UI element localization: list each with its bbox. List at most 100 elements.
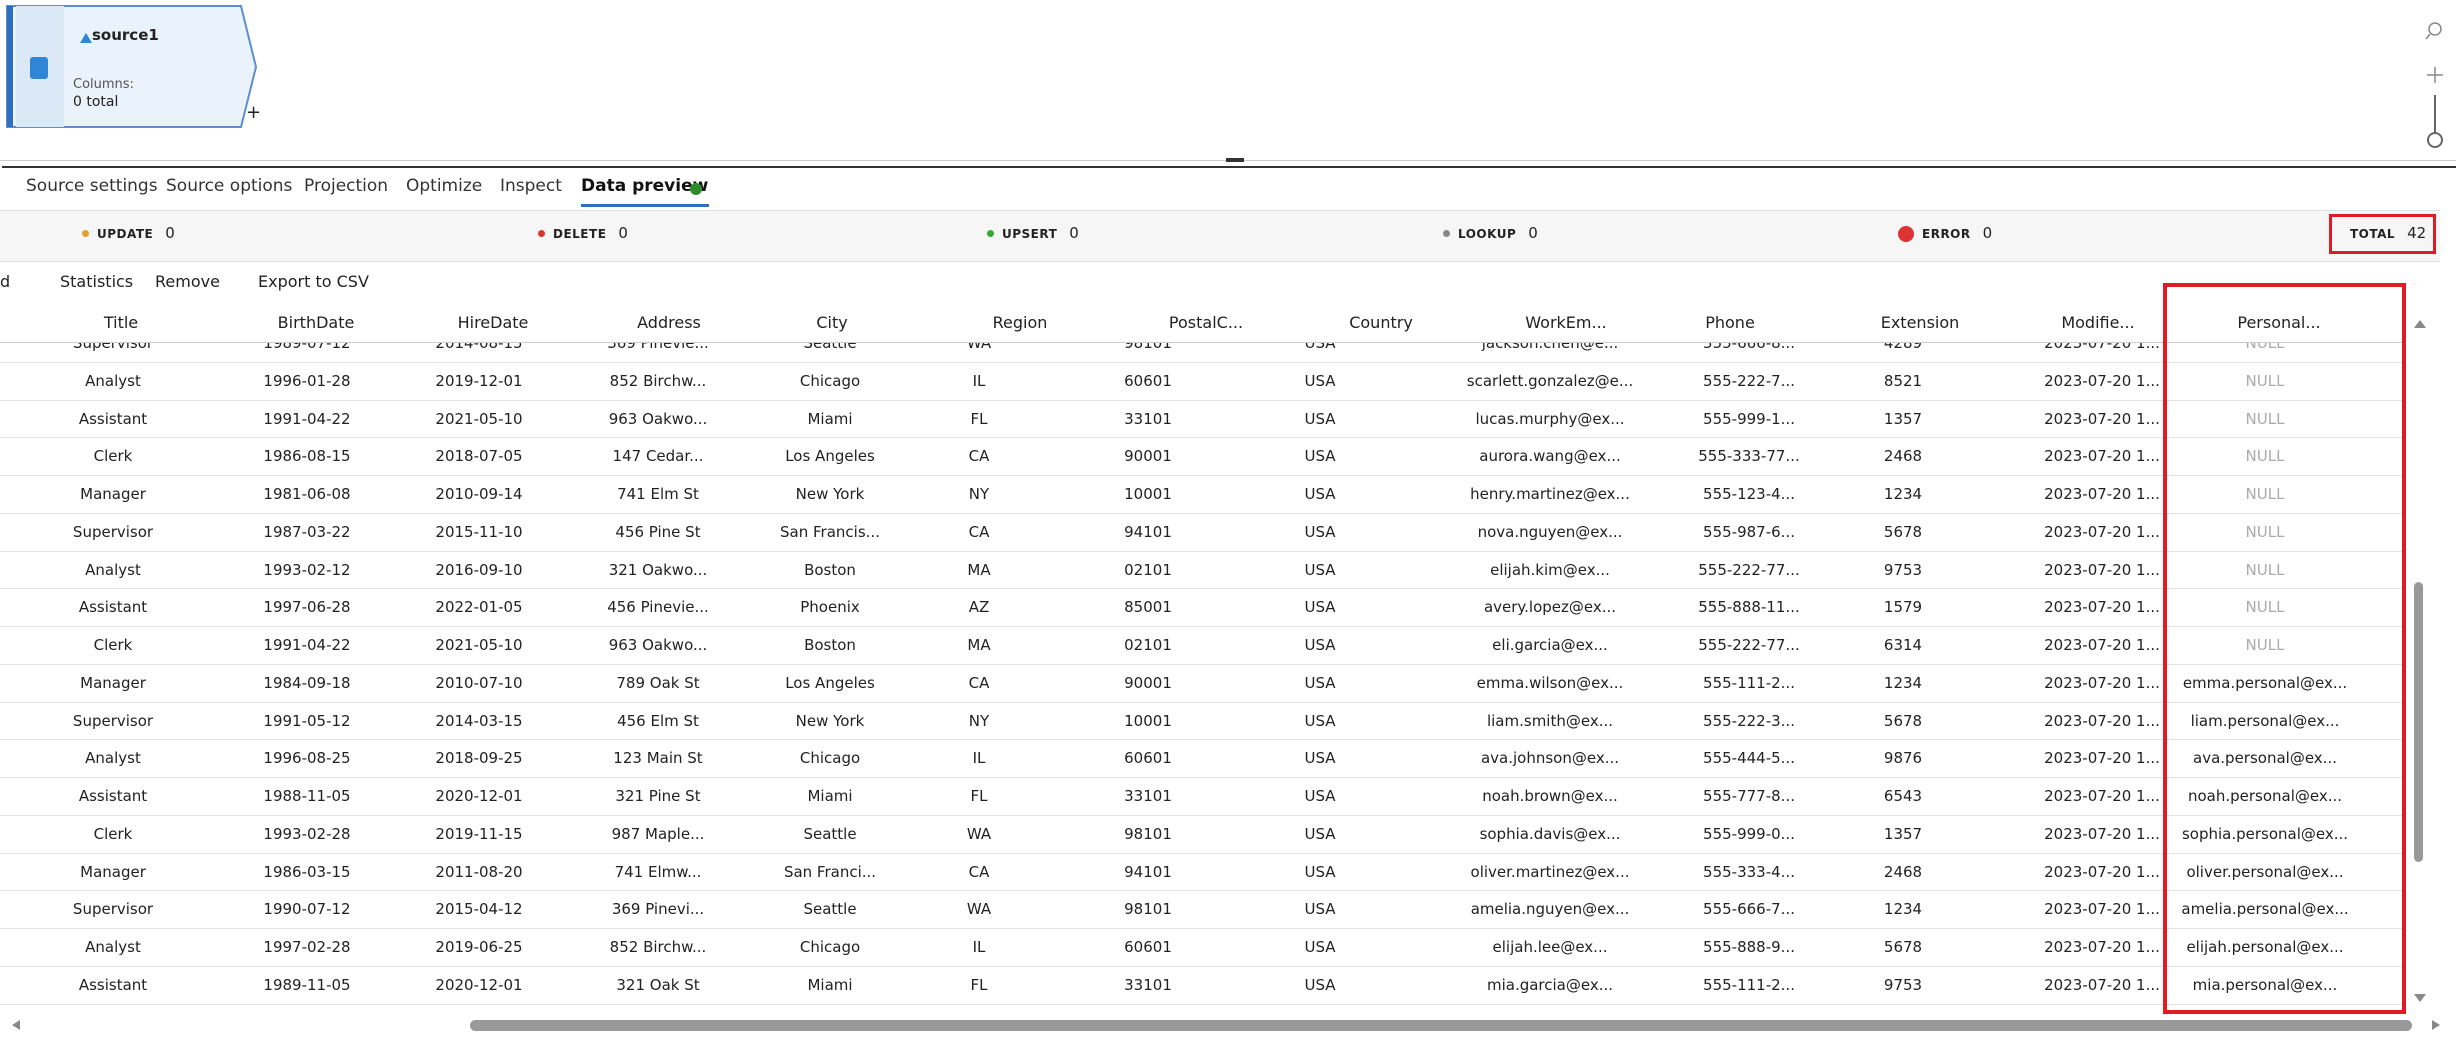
cell: 2023-07-20 1... [2044,371,2160,390]
tab[interactable]: Projection [304,176,389,196]
cell: emma.wilson@ex... [1476,673,1624,692]
column-header[interactable]: Extension [1880,313,1960,332]
stat: ERROR 0 [1898,224,1992,242]
cell: oliver.personal@ex... [2186,862,2344,881]
column-header[interactable]: WorkEm... [1525,313,1607,332]
cell: NULL [2245,447,2285,466]
cell: Miami [807,975,853,994]
cell: USA [1304,447,1336,466]
cell: elijah.lee@ex... [1492,938,1608,956]
cell: 852 Birchw... [609,938,707,956]
stat-value: 0 [165,224,175,242]
cell: 555-333-77... [1698,447,1800,466]
cell: CA [968,522,990,541]
cell: 02101 [1124,636,1172,654]
cell: 2019-06-25 [435,938,523,956]
node-columns-label: Columns: [73,77,134,92]
column-header[interactable]: PostalC... [1168,313,1244,332]
cell: 2023-07-20 1... [2044,749,2160,768]
cell: 5678 [1883,522,1923,541]
column-header[interactable]: Phone [1705,313,1755,332]
column-header[interactable]: Address [637,313,701,332]
cell: amelia.personal@ex... [2181,900,2349,919]
column-header[interactable]: HireDate [457,313,529,332]
cell: NULL [2245,636,2285,654]
row-divider [0,626,2405,627]
source-node[interactable] [6,5,258,129]
cell: NULL [2245,409,2285,428]
cell: 456 Elm St [617,711,699,730]
tab[interactable]: Inspect [500,176,562,196]
scroll-arrows[interactable] [0,1012,2456,1042]
zoom-controls[interactable] [2420,15,2450,160]
cell: ava.johnson@ex... [1480,749,1620,768]
cell: Manager [80,862,146,881]
column-header[interactable]: Personal... [2237,313,2321,332]
toolbar-button[interactable]: Statistics [60,272,134,291]
splitter[interactable] [1226,158,1244,162]
stat-label: UPDATE [97,227,154,241]
cell: 2010-09-14 [435,485,523,503]
cell: 2468 [1883,447,1923,466]
column-header[interactable]: BirthDate [277,313,355,332]
cell: USA [1304,711,1336,730]
row-divider [0,739,2405,741]
column-header[interactable]: City [816,313,848,332]
cell: 1996-01-28 [263,371,351,390]
highlight-total [2329,214,2436,254]
tab[interactable]: Source options [166,176,293,196]
cell: 2021-05-10 [435,636,523,654]
cell: 321 Oakwo... [608,560,708,579]
cell: 2014-08-15 [435,343,523,352]
stat-icon [82,230,89,237]
cell: 60601 [1124,749,1172,768]
cell: Seattle [803,824,857,843]
vertical-scroll-thumb[interactable] [2414,582,2423,862]
cell: Analyst [85,371,141,390]
cell: USA [1304,749,1336,768]
column-header[interactable]: Title [103,313,139,332]
cell: IL [972,371,986,390]
cell: mia.personal@ex... [2192,975,2338,994]
cell: 2019-12-01 [435,371,523,390]
cell: 94101 [1124,522,1172,541]
cell: liam.smith@ex... [1486,711,1614,730]
cell: 321 Oak St [616,975,700,994]
tab[interactable]: Optimize [406,176,483,196]
cell: 555-222-77... [1698,560,1800,579]
horizontal-scroll-thumb[interactable] [470,1020,2412,1031]
cell: IL [972,749,986,768]
vertical-arrows[interactable] [2410,310,2430,1010]
cell: 1988-11-05 [263,787,351,805]
stat-value: 42 [2407,224,2427,242]
cell: 1986-08-15 [263,447,351,466]
cell: 555-888-9... [1703,938,1795,956]
cell: 2018-09-25 [435,749,523,768]
cell: Clerk [93,447,133,466]
cell: 2468 [1883,862,1923,881]
status-dot [690,183,702,195]
add-button[interactable]: + [246,102,262,123]
cell: 2023-07-20 1... [2044,824,2160,843]
cell: 6314 [1883,636,1923,654]
cell: 6543 [1883,787,1923,805]
column-header[interactable]: Region [992,313,1048,332]
stat: UPSERT 0 [987,224,1079,242]
cell: 369 Pinevi... [611,900,705,919]
column-header[interactable]: Country [1349,313,1413,332]
row-divider [0,663,2405,665]
toolbar-button[interactable]: d [0,272,11,291]
column-header[interactable]: Modifie... [2061,313,2135,332]
cell: USA [1304,343,1336,352]
toolbar-button[interactable]: Remove [155,272,220,291]
cell: 2023-07-20 1... [2044,862,2160,881]
toolbar-button[interactable]: Export to CSV [258,272,369,291]
tab[interactable]: Data preview [581,176,709,196]
tab[interactable]: Source settings [26,176,158,196]
cell: sophia.personal@ex... [2181,824,2349,843]
cell: 98101 [1124,900,1172,919]
row-divider [0,814,2405,816]
cell: AZ [968,598,990,617]
cell: CA [968,447,990,466]
node-name: source1 [92,26,159,44]
